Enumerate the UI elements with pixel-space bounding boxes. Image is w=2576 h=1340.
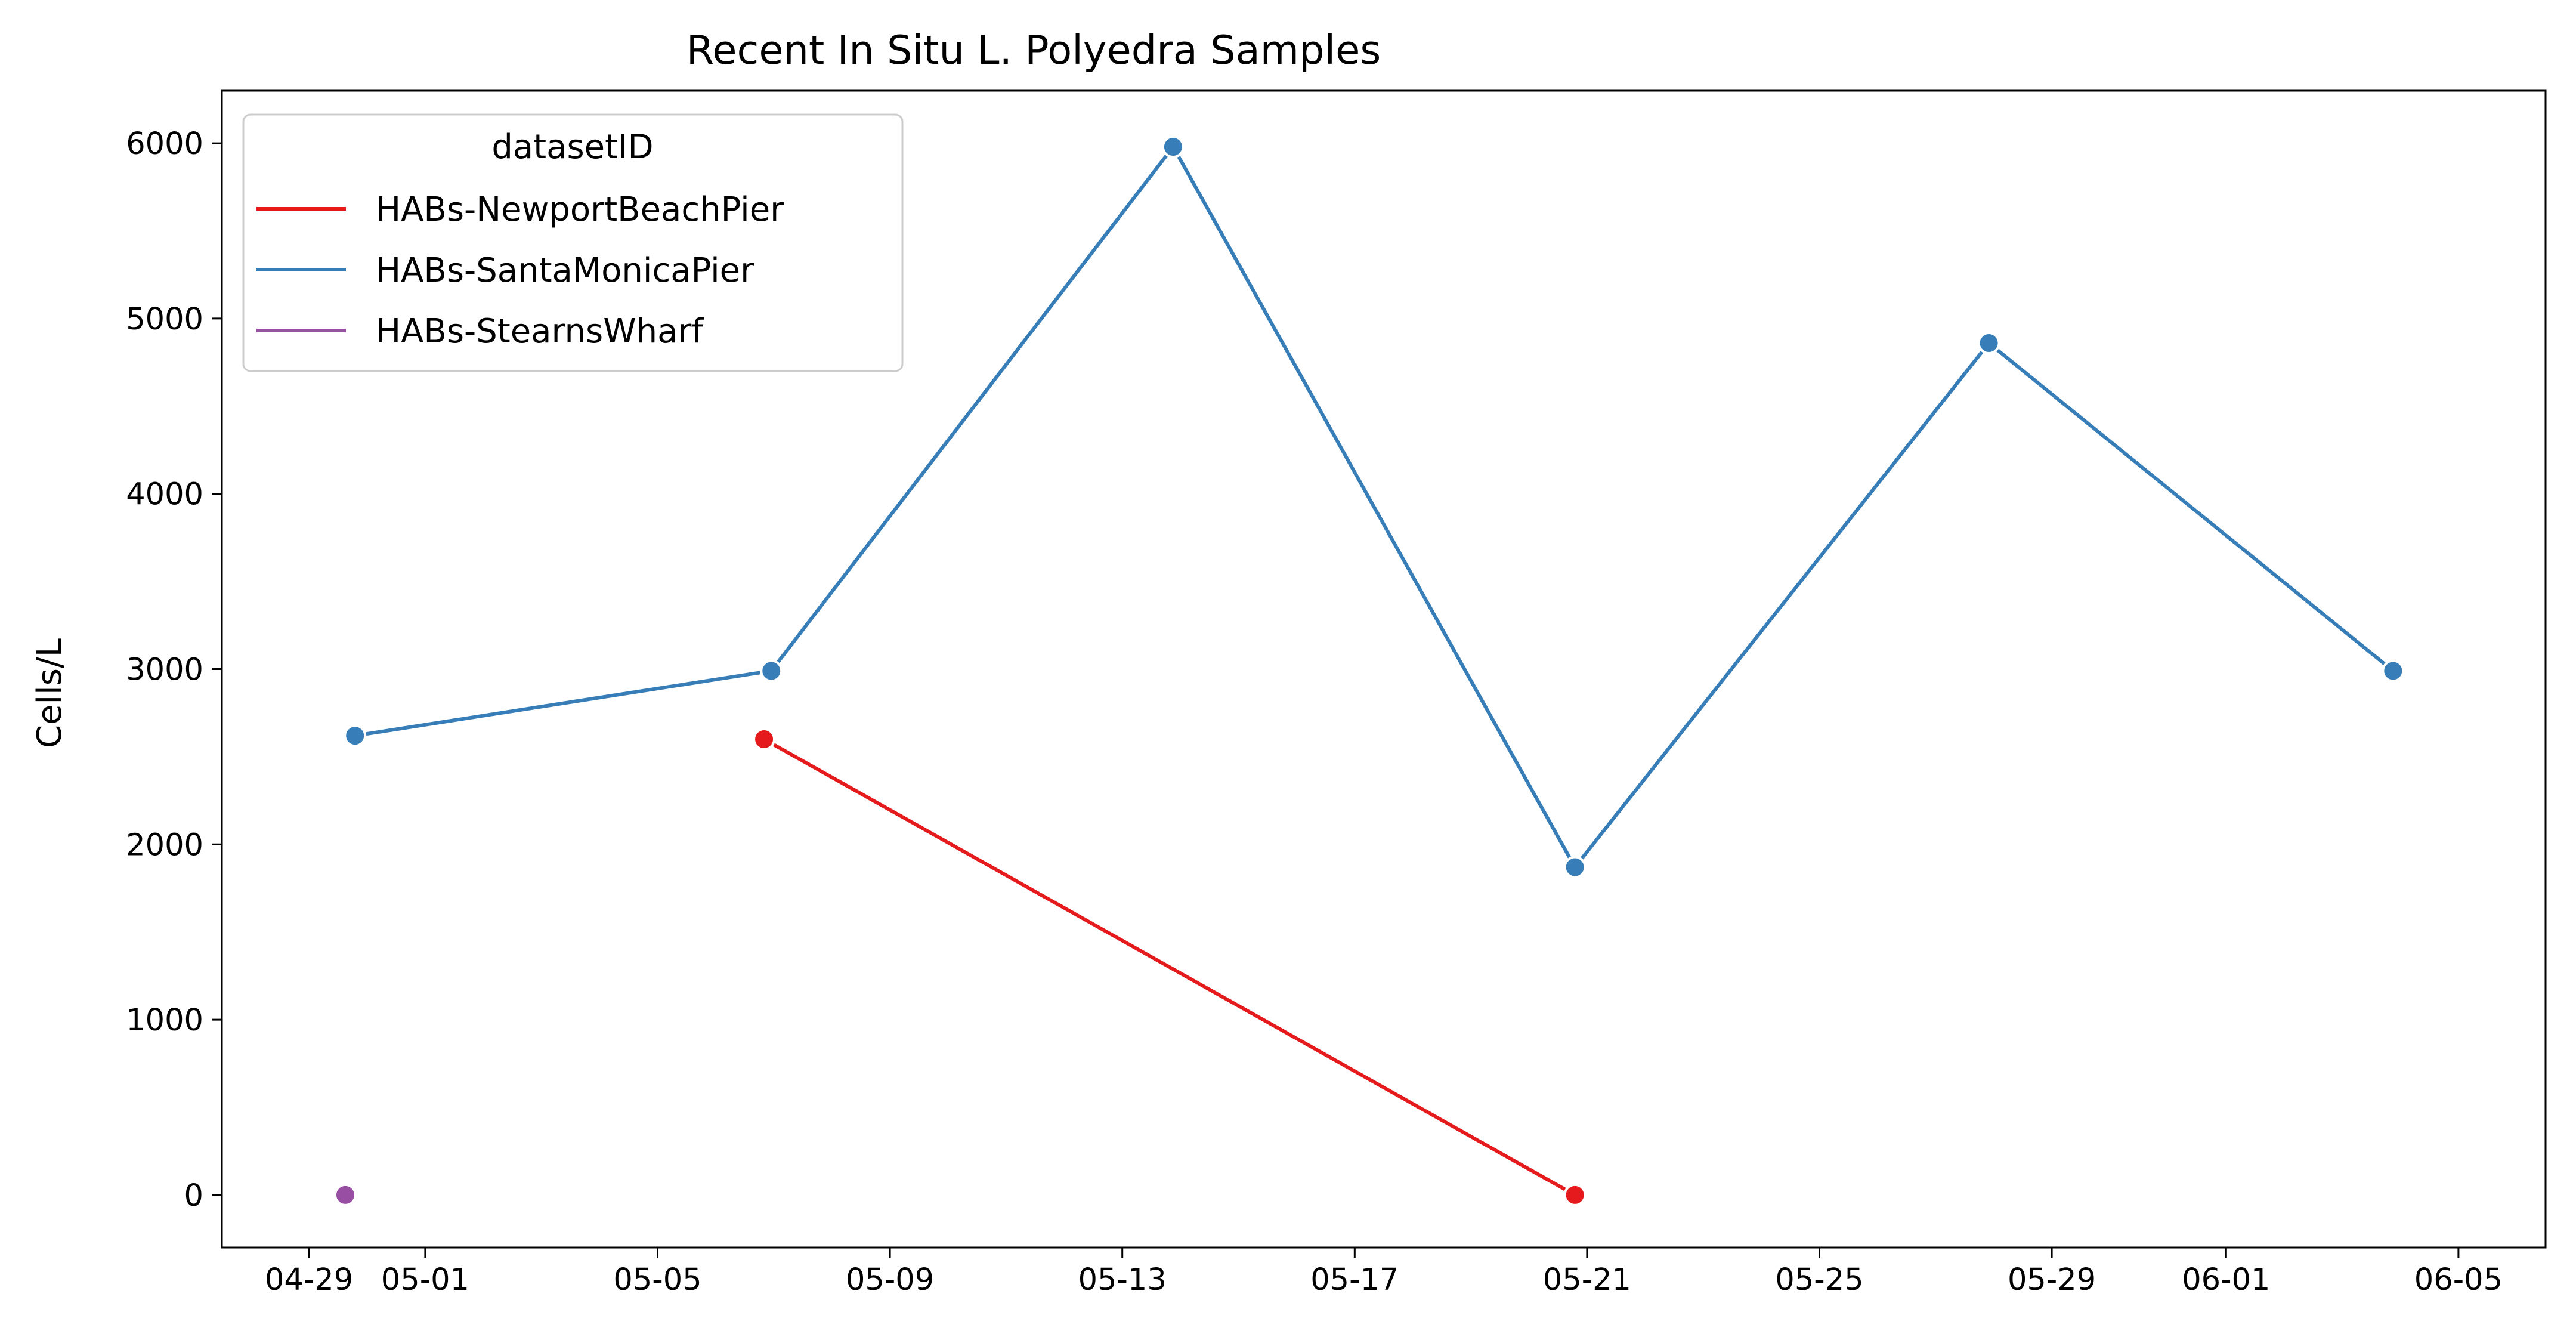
x-tick-label: 05-25 [1775, 1262, 1863, 1298]
x-axis: 04-29 05-01 05-05 05-09 05-13 05-17 05-21 05-25… [265, 1248, 2503, 1298]
x-tick-label: 05-01 [381, 1262, 469, 1298]
data-point-habs-stearnswharf [333, 1183, 357, 1206]
x-tick-label: 05-13 [1078, 1262, 1167, 1298]
x-tick-label: 06-01 [2182, 1262, 2270, 1298]
data-point-habs-santamonicapier [1161, 135, 1185, 159]
y-tick-label: 4000 [126, 477, 203, 512]
y-tick-label: 0 [184, 1178, 203, 1214]
y-tick-label: 3000 [126, 653, 203, 688]
x-tick-label: 05-09 [846, 1262, 934, 1298]
x-tick-label: 05-29 [2008, 1262, 2096, 1298]
series-line-habs-newportbeachpier [763, 737, 1576, 1197]
data-point-habs-santamonicapier [1977, 332, 2000, 355]
legend: datasetID HABs-NewportBeachPier HABs-Sant… [242, 113, 904, 372]
series-line-habs-santamonicapier [354, 145, 2395, 869]
data-point-habs-santamonicapier [760, 659, 783, 683]
data-point-habs-newportbeachpier [1563, 1183, 1587, 1206]
y-tick-label: 6000 [126, 126, 203, 162]
legend-title: datasetID [491, 128, 653, 166]
y-tick-label: 5000 [126, 302, 203, 337]
y-axis: 0 1000 2000 3000 4000 5000 6000 [126, 126, 222, 1214]
y-axis-label: Cells/L [30, 638, 69, 748]
legend-label: HABs-NewportBeachPier [376, 190, 784, 229]
legend-entries: HABs-NewportBeachPier HABs-SantaMonicaPie… [256, 190, 784, 351]
legend-label: HABs-StearnsWharf [376, 312, 704, 351]
y-tick-label: 1000 [126, 1003, 203, 1038]
legend-label: HABs-SantaMonicaPier [376, 251, 754, 290]
x-tick-label: 05-05 [613, 1262, 701, 1298]
data-point-habs-santamonicapier [344, 724, 367, 748]
x-tick-label: 05-21 [1543, 1262, 1631, 1298]
series-layer [333, 135, 2405, 1206]
x-tick-label: 04-29 [265, 1262, 353, 1298]
legend-box [242, 113, 904, 372]
y-tick-label: 2000 [126, 828, 203, 863]
data-point-habs-santamonicapier [2382, 659, 2405, 683]
x-tick-label: 06-05 [2414, 1262, 2503, 1298]
data-point-habs-newportbeachpier [753, 728, 776, 751]
chart-title: Recent In Situ L. Polyedra Samples [686, 27, 1381, 73]
data-point-habs-santamonicapier [1563, 856, 1587, 879]
x-tick-label: 05-17 [1310, 1262, 1399, 1298]
